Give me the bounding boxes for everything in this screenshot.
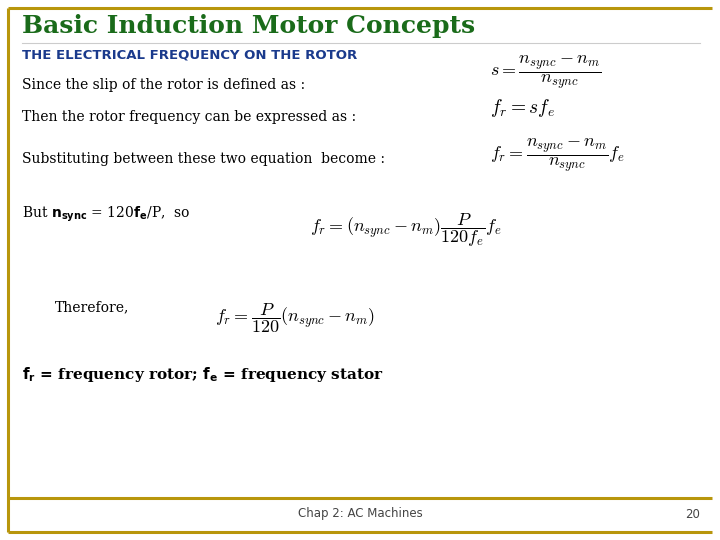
Text: 20: 20 (685, 508, 700, 521)
Text: Chap 2: AC Machines: Chap 2: AC Machines (297, 508, 423, 521)
Text: $s = \dfrac{n_{sync} - n_m}{n_{sync}}$: $s = \dfrac{n_{sync} - n_m}{n_{sync}}$ (490, 53, 601, 91)
Text: Therefore,: Therefore, (55, 300, 130, 314)
Text: Since the slip of the rotor is defined as :: Since the slip of the rotor is defined a… (22, 78, 305, 92)
Text: Substituting between these two equation  become :: Substituting between these two equation … (22, 152, 385, 166)
Text: But $\mathbf{n_{sync}}$ = 120$\mathbf{f_e}$/P,  so: But $\mathbf{n_{sync}}$ = 120$\mathbf{f_… (22, 205, 191, 224)
Text: $f_r = \dfrac{n_{sync} - n_m}{n_{sync}} f_e$: $f_r = \dfrac{n_{sync} - n_m}{n_{sync}} … (490, 136, 625, 174)
Text: $f_r = \dfrac{P}{120}(n_{sync} - n_m)$: $f_r = \dfrac{P}{120}(n_{sync} - n_m)$ (215, 301, 375, 335)
Text: $f_r = (n_{sync} - n_m)\dfrac{P}{120f_e} f_e$: $f_r = (n_{sync} - n_m)\dfrac{P}{120f_e}… (310, 211, 502, 249)
Text: Then the rotor frequency can be expressed as :: Then the rotor frequency can be expresse… (22, 110, 356, 124)
Text: THE ELECTRICAL FREQUENCY ON THE ROTOR: THE ELECTRICAL FREQUENCY ON THE ROTOR (22, 48, 357, 61)
Text: $f_r = sf_e$: $f_r = sf_e$ (490, 97, 555, 119)
Text: $\mathbf{f_r}$ = frequency rotor; $\mathbf{f_e}$ = frequency stator: $\mathbf{f_r}$ = frequency rotor; $\math… (22, 365, 384, 384)
Text: Basic Induction Motor Concepts: Basic Induction Motor Concepts (22, 14, 475, 38)
